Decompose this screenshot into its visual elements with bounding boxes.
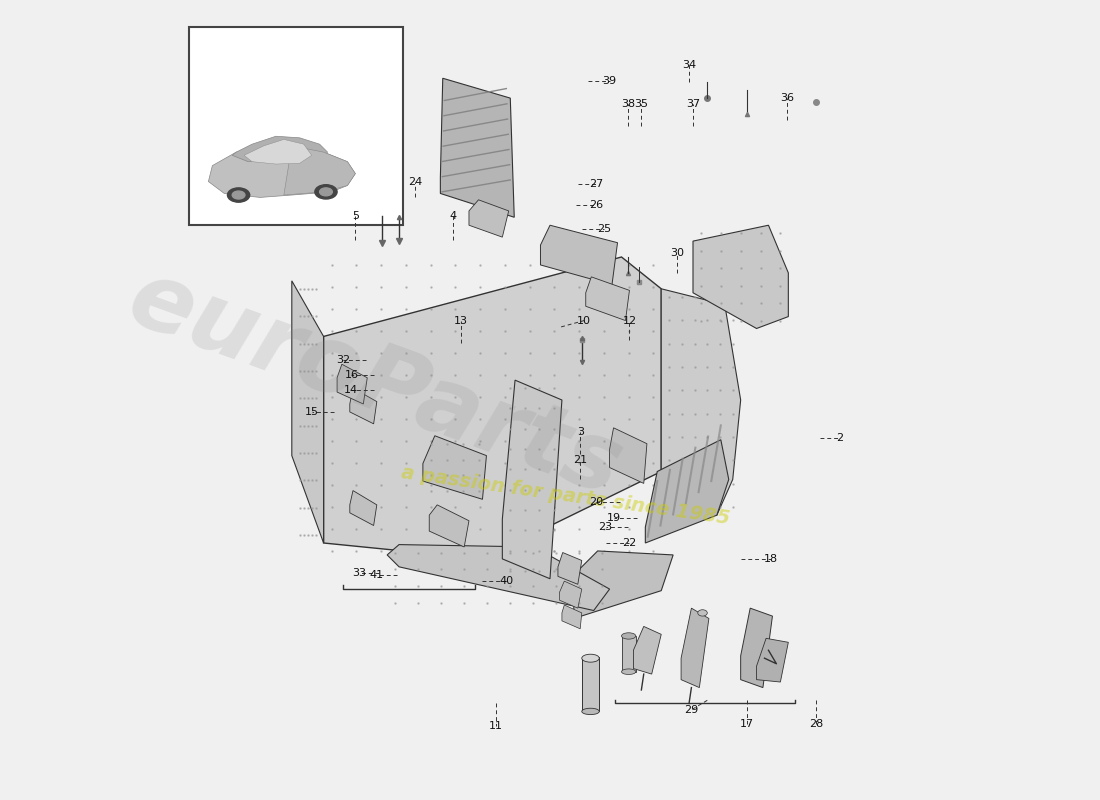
Polygon shape	[469, 200, 508, 237]
Text: euroParts: euroParts	[117, 252, 635, 516]
Text: 3: 3	[576, 426, 584, 437]
Polygon shape	[574, 551, 673, 618]
Text: 14: 14	[344, 386, 359, 395]
Polygon shape	[634, 626, 661, 674]
Ellipse shape	[228, 188, 250, 202]
Text: 18: 18	[763, 554, 778, 564]
Polygon shape	[323, 257, 661, 559]
Polygon shape	[558, 553, 582, 584]
Ellipse shape	[621, 669, 636, 674]
Polygon shape	[232, 136, 328, 163]
Text: 26: 26	[588, 200, 603, 210]
Text: 23: 23	[598, 522, 613, 532]
Text: 24: 24	[408, 177, 422, 186]
Polygon shape	[292, 281, 323, 543]
Polygon shape	[350, 490, 377, 526]
Text: 20: 20	[588, 497, 603, 506]
Text: 34: 34	[682, 60, 696, 70]
Text: 17: 17	[740, 719, 755, 729]
Text: 38: 38	[620, 99, 635, 110]
Polygon shape	[661, 289, 740, 515]
Polygon shape	[540, 226, 617, 285]
Polygon shape	[422, 436, 486, 499]
Polygon shape	[681, 608, 708, 687]
Text: 4: 4	[450, 210, 456, 221]
Text: 39: 39	[603, 76, 617, 86]
Text: 22: 22	[623, 538, 637, 548]
Text: 13: 13	[454, 315, 467, 326]
Ellipse shape	[320, 188, 332, 196]
Text: a passion for parts since 1985: a passion for parts since 1985	[400, 463, 732, 528]
Text: 28: 28	[808, 719, 823, 729]
Text: 11: 11	[490, 721, 503, 730]
Text: 5: 5	[352, 210, 359, 221]
Text: 29: 29	[684, 705, 699, 715]
Text: 10: 10	[578, 315, 591, 326]
Polygon shape	[244, 139, 311, 164]
Text: 33: 33	[352, 568, 366, 578]
Text: 12: 12	[623, 315, 637, 326]
Text: 37: 37	[686, 99, 700, 110]
Text: 35: 35	[635, 99, 648, 110]
Ellipse shape	[582, 654, 600, 662]
Text: 41: 41	[370, 570, 384, 580]
Text: 19: 19	[606, 513, 620, 522]
Polygon shape	[740, 608, 772, 687]
Text: 32: 32	[337, 355, 351, 366]
Bar	[621, 636, 636, 672]
Polygon shape	[586, 277, 629, 321]
Polygon shape	[609, 428, 647, 483]
Polygon shape	[562, 605, 582, 629]
Ellipse shape	[315, 185, 337, 199]
Text: 36: 36	[780, 93, 794, 103]
Polygon shape	[284, 146, 355, 195]
Polygon shape	[350, 388, 377, 424]
Polygon shape	[208, 146, 355, 198]
Polygon shape	[440, 78, 515, 218]
Polygon shape	[387, 545, 609, 610]
Ellipse shape	[232, 191, 245, 199]
Bar	[582, 658, 600, 711]
Bar	[188, 26, 403, 226]
Text: 27: 27	[588, 179, 603, 189]
Text: 21: 21	[573, 454, 587, 465]
Polygon shape	[646, 440, 728, 543]
Text: 25: 25	[597, 224, 612, 234]
Text: 40: 40	[499, 576, 514, 586]
Polygon shape	[337, 364, 367, 404]
Text: 15: 15	[305, 407, 319, 417]
Polygon shape	[693, 226, 789, 329]
Polygon shape	[757, 638, 789, 682]
Text: 2: 2	[836, 433, 844, 443]
Polygon shape	[429, 505, 469, 547]
Polygon shape	[560, 581, 582, 608]
Ellipse shape	[697, 610, 707, 616]
Text: 16: 16	[344, 370, 359, 379]
Polygon shape	[503, 380, 562, 578]
Ellipse shape	[582, 708, 600, 714]
Ellipse shape	[621, 633, 636, 639]
Text: 30: 30	[670, 248, 684, 258]
